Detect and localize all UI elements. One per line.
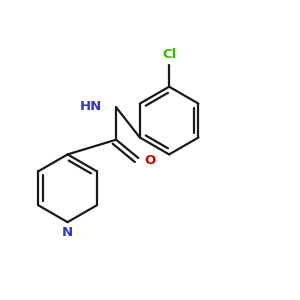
Text: O: O <box>145 154 156 167</box>
Text: HN: HN <box>80 100 102 112</box>
Text: Cl: Cl <box>162 48 176 61</box>
Text: N: N <box>62 226 73 239</box>
